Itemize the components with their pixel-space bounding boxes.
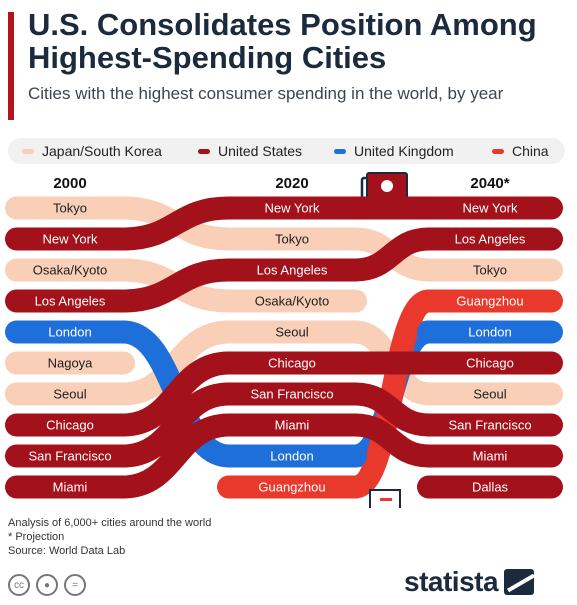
year-label-2020: 2020	[275, 175, 308, 192]
pill-2000-nagoya	[5, 351, 135, 375]
footer-note-analysis: Analysis of 6,000+ cities around the wor…	[8, 517, 212, 529]
footer-source: Source: World Data Lab	[8, 545, 126, 557]
cc-icon[interactable]: cc	[8, 574, 30, 596]
city-label-2020-london: London	[270, 449, 313, 464]
pill-2020-miami	[217, 413, 367, 437]
city-label-2020-chicago: Chicago	[268, 356, 316, 371]
year-label-2040: 2040*	[470, 175, 509, 192]
city-label-2040-dallas: Dallas	[472, 480, 509, 495]
pill-2040-tokyo	[417, 258, 563, 282]
legend-label: United Kingdom	[354, 143, 454, 159]
year-headers: 2000 2020 2040*	[53, 175, 509, 192]
pill-2020-los-angeles	[217, 258, 367, 282]
pill-2000-tokyo	[5, 196, 135, 220]
pill-2040-san-francisco	[417, 413, 563, 437]
pill-2020-san-francisco	[217, 382, 367, 406]
city-label-2000-london: London	[48, 325, 91, 340]
city-label-2020-new-york: New York	[265, 201, 320, 216]
pill-2000-seoul	[5, 382, 135, 406]
city-label-2040-miami: Miami	[473, 449, 508, 464]
city-label-2040-new-york: New York	[463, 201, 518, 216]
legend-label: Japan/South Korea	[42, 143, 162, 159]
pill-2020-guangzhou	[217, 475, 367, 499]
city-label-2000-los-angeles: Los Angeles	[35, 294, 106, 309]
chart-title: U.S. Consolidates Position Among Highest…	[28, 7, 537, 75]
brand-name: statista	[404, 566, 499, 597]
city-label-2000-osaka-kyoto: Osaka/Kyoto	[33, 263, 107, 278]
pill-2040-guangzhou	[417, 289, 563, 313]
legend-swatch	[22, 148, 34, 154]
pill-2040-miami	[417, 444, 563, 468]
city-label-2000-tokyo: Tokyo	[53, 201, 87, 216]
legend-swatch	[492, 148, 504, 154]
legend-item-china: China	[492, 138, 549, 164]
pill-2000-san-francisco	[5, 444, 135, 468]
city-label-2000-san-francisco: San Francisco	[28, 449, 111, 464]
brand[interactable]: statista	[404, 566, 535, 598]
pill-2040-new-york	[417, 196, 563, 220]
legend-item-united-states: United States	[198, 138, 302, 164]
city-label-2040-san-francisco: San Francisco	[448, 418, 531, 433]
pill-2040-seoul	[417, 382, 563, 406]
pill-2020-tokyo	[217, 227, 367, 251]
pill-2020-new-york	[217, 196, 367, 220]
buildings-icon	[369, 489, 401, 508]
year-label-2000: 2000	[53, 175, 86, 192]
city-label-2040-los-angeles: Los Angeles	[455, 232, 526, 247]
city-label-2020-osaka-kyoto: Osaka/Kyoto	[255, 294, 329, 309]
pill-2020-osaka-kyoto	[217, 289, 367, 313]
pill-2040-london	[417, 320, 563, 344]
pill-2000-new-york	[5, 227, 135, 251]
pill-2040-dallas	[417, 475, 563, 499]
equal-icon[interactable]: =	[64, 574, 86, 596]
city-label-2040-chicago: Chicago	[466, 356, 514, 371]
legend-swatch	[334, 148, 346, 154]
footer-note-projection: * Projection	[8, 531, 65, 543]
license-icons: cc ● =	[8, 574, 86, 596]
city-label-2020-los-angeles: Los Angeles	[257, 263, 328, 278]
brand-logo-icon	[504, 569, 535, 595]
city-label-2000-nagoya: Nagoya	[48, 356, 94, 371]
city-label-2020-seoul: Seoul	[275, 325, 308, 340]
pill-2040-los-angeles	[417, 227, 563, 251]
legend: Japan/South Korea United States United K…	[8, 138, 565, 164]
city-label-2040-tokyo: Tokyo	[473, 263, 507, 278]
legend-label: China	[512, 143, 549, 159]
pill-2020-seoul	[217, 320, 367, 344]
pill-2000-miami	[5, 475, 135, 499]
pill-2020-london	[217, 444, 367, 468]
footer-notes: Analysis of 6,000+ cities around the wor…	[8, 516, 211, 558]
legend-label: United States	[218, 143, 303, 159]
pill-2000-osaka-kyoto	[5, 258, 135, 282]
city-label-2000-seoul: Seoul	[53, 387, 86, 402]
city-label-2000-miami: Miami	[53, 480, 88, 495]
city-label-2020-miami: Miami	[275, 418, 310, 433]
city-label-2040-guangzhou: Guangzhou	[456, 294, 523, 309]
pill-2040-chicago	[417, 351, 563, 375]
city-label-2040-london: London	[468, 325, 511, 340]
labels-layer: Tokyo New York Osaka/Kyoto Los Angeles Londo…	[5, 196, 563, 499]
city-label-2040-seoul: Seoul	[473, 387, 506, 402]
chart-subtitle: Cities with the highest consumer spendin…	[28, 84, 504, 103]
city-label-2020-guangzhou: Guangzhou	[258, 480, 325, 495]
city-label-2000-new-york: New York	[43, 232, 98, 247]
pill-2020-chicago	[217, 351, 367, 375]
pill-2000-los-angeles	[5, 289, 135, 313]
legend-item-japan-south-korea: Japan/South Korea	[22, 138, 162, 164]
city-label-2000-chicago: Chicago	[46, 418, 94, 433]
city-label-2020-tokyo: Tokyo	[275, 232, 309, 247]
city-label-2020-san-francisco: San Francisco	[250, 387, 333, 402]
accent-bar	[8, 12, 14, 120]
person-icon[interactable]: ●	[36, 574, 58, 596]
legend-swatch	[198, 148, 210, 154]
pill-2000-chicago	[5, 413, 135, 437]
ribbon-guangzhou	[351, 289, 433, 499]
pill-2000-london	[5, 320, 135, 344]
bump-chart: Tokyo New York Osaka/Kyoto Los Angeles Londo…	[5, 172, 563, 508]
legend-item-united-kingdom: United Kingdom	[334, 138, 454, 164]
